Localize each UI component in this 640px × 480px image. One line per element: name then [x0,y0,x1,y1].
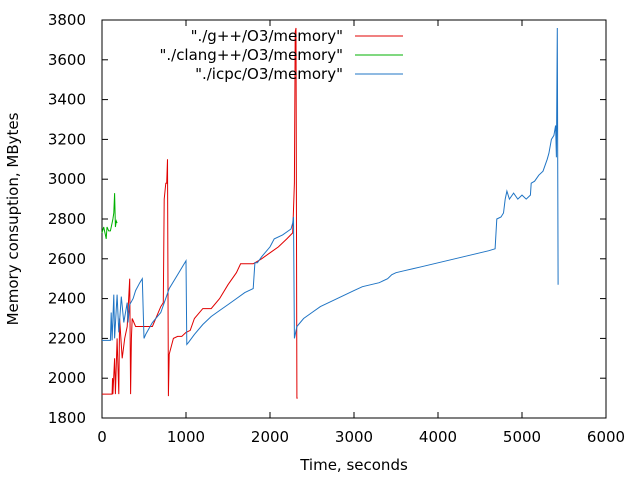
series-line-2 [102,27,559,346]
y-tick-label: 2800 [48,210,86,228]
x-tick-label: 6000 [587,428,625,446]
series-line-1 [101,193,118,239]
legend-label: "./g++/O3/memory" [191,27,343,45]
legend-label: "./clang++/O3/memory" [159,46,343,64]
series-line-0 [102,27,298,399]
x-tick-label: 3000 [335,428,373,446]
y-tick-label: 3200 [48,130,86,148]
y-tick-label: 3400 [48,91,86,109]
y-tick-label: 2200 [48,329,86,347]
y-axis-title: Memory consuption, MBytes [4,112,22,325]
series-layer [101,27,559,399]
y-tick-label: 3800 [48,11,86,29]
x-tick-label: 0 [97,428,107,446]
x-tick-label: 1000 [167,428,205,446]
legend-label: "./icpc/O3/memory" [195,65,343,83]
x-axis-title: Time, seconds [299,456,408,474]
y-tick-label: 2400 [48,290,86,308]
y-tick-label: 3000 [48,170,86,188]
y-tick-label: 2600 [48,250,86,268]
y-tick-label: 1800 [48,409,86,427]
axis-ticks: 0 1000 2000 3000 4000 5000 6000 1800 2000 2200 240… [48,11,625,446]
x-tick-label: 4000 [419,428,457,446]
y-tick-label: 3600 [48,51,86,69]
x-tick-label: 5000 [503,428,541,446]
y-tick-label: 2000 [48,369,86,387]
x-tick-label: 2000 [251,428,289,446]
legend: "./g++/O3/memory""./clang++/O3/memory"".… [159,27,403,83]
